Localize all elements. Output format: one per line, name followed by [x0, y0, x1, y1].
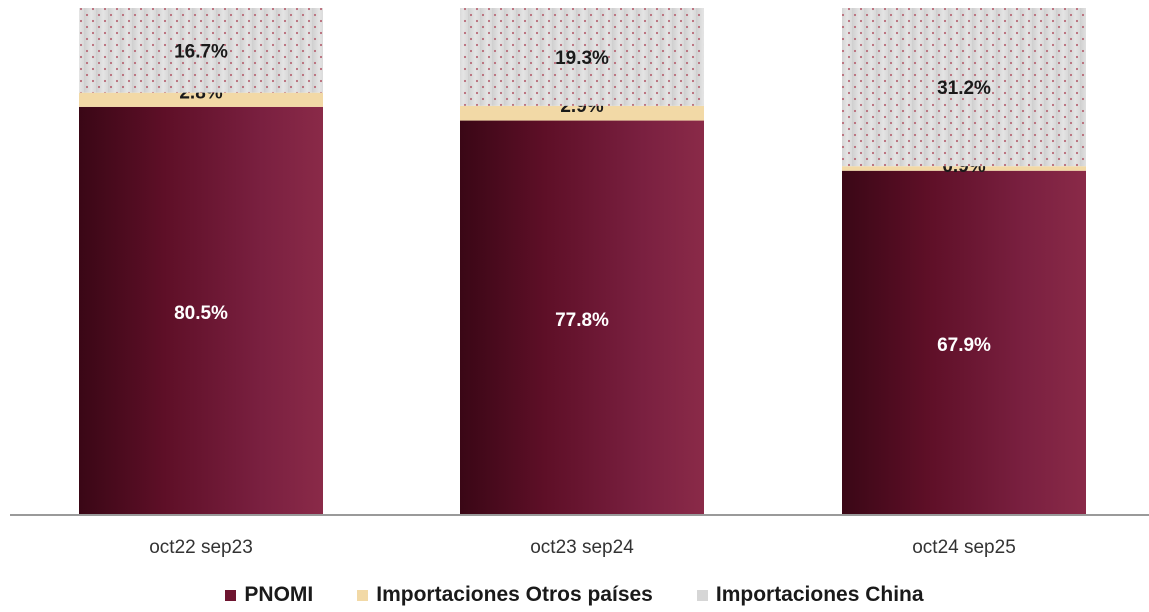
bar-segment-importaciones-otros-paises-1	[79, 92, 323, 107]
bar-segment-pnomi-2	[460, 120, 704, 515]
legend-swatch	[357, 589, 369, 601]
bar-segment-importaciones-china-3	[842, 8, 1086, 167]
category-label-1: oct22 sep23	[149, 537, 253, 558]
bar-segment-importaciones-china-2	[460, 8, 704, 106]
data-label-pnomi-3: 67.9%	[937, 335, 991, 356]
legend-label: PNOMI	[244, 583, 314, 606]
category-label-3: oct24 sep25	[912, 537, 1016, 558]
data-label-pnomi-1: 80.5%	[174, 303, 228, 324]
bar-segment-pnomi-3	[842, 170, 1086, 515]
category-labels: oct22 sep23 oct23 sep24 oct24 sep25	[149, 537, 1016, 558]
bar-segment-importaciones-otros-paises-2	[460, 105, 704, 121]
stacked-bar-chart: 80.5%2.8%16.7%77.8%2.9%19.3%67.9%0.9%31.…	[10, 8, 1149, 558]
legend-item-importaciones-otros-paises: Importaciones Otros países	[357, 583, 653, 607]
data-label-importaciones-china-2: 19.3%	[555, 48, 609, 69]
category-label-2: oct23 sep24	[530, 537, 634, 558]
bar-segment-importaciones-china-1	[79, 8, 323, 93]
legend-label: Importaciones Otros países	[376, 583, 653, 606]
legend-swatch	[225, 589, 237, 601]
legend-swatch	[696, 589, 708, 601]
data-label-importaciones-china-3: 31.2%	[937, 78, 991, 99]
data-label-importaciones-china-1: 16.7%	[174, 41, 228, 62]
bars-group: 80.5%2.8%16.7%77.8%2.9%19.3%67.9%0.9%31.…	[79, 8, 1086, 516]
legend-label: Importaciones China	[715, 583, 924, 606]
bar-segment-pnomi-1	[79, 106, 323, 516]
legend-item-importaciones-china: Importaciones China	[696, 583, 924, 607]
legend-item-pnomi: PNOMI	[225, 583, 313, 607]
bar-segment-importaciones-otros-paises-3	[842, 166, 1086, 171]
data-label-pnomi-2: 77.8%	[555, 310, 609, 331]
legend: PNOMI Importaciones Otros países Importaci…	[0, 580, 1149, 610]
